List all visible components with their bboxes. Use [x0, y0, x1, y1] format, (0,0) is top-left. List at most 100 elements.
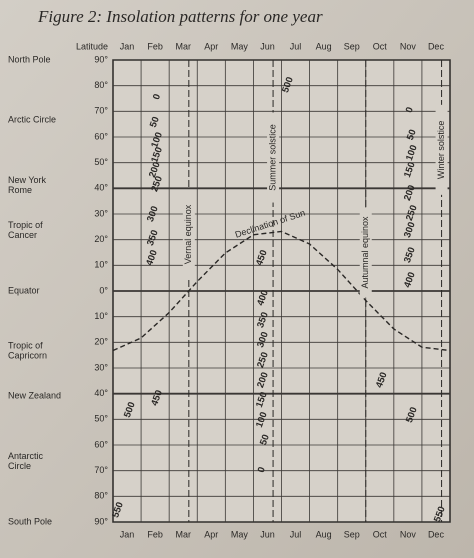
contour-label: 300	[402, 221, 418, 240]
x-tick-label: Mar	[175, 41, 191, 51]
place-label: Rome	[8, 185, 32, 195]
contour-label: 50	[258, 433, 272, 447]
contour-label: 0	[404, 106, 416, 115]
place-label: Arctic Circle	[8, 115, 56, 125]
contour-label: 0	[256, 466, 268, 475]
annotation-bg	[359, 207, 372, 298]
place-label: Circle	[8, 461, 31, 471]
place-label: Tropic of	[8, 341, 43, 351]
x-tick-label: Dec	[428, 41, 445, 51]
contour-label: 350	[402, 246, 418, 265]
contour-label: 50	[148, 115, 162, 129]
contour-label: 550	[110, 501, 126, 520]
contour-label: 150	[254, 390, 270, 409]
contour-label: 500	[280, 76, 296, 95]
contour-label: 350	[145, 229, 161, 248]
declination-line	[112, 230, 451, 352]
annotation-bg	[267, 112, 280, 203]
contour-label: 50	[405, 128, 419, 142]
x-tick-label: Jun	[260, 41, 275, 51]
x-tick-label: Nov	[400, 41, 417, 51]
x-tick-label: Sep	[344, 41, 360, 51]
y-tick-label: 60°	[94, 439, 108, 449]
contour-label: 300	[255, 330, 271, 349]
y-axis-label: Latitude	[76, 41, 108, 51]
x-tick-label: Feb	[147, 41, 163, 51]
annotation-bg	[182, 189, 195, 280]
place-label: Capricorn	[8, 351, 47, 361]
contour-label: 400	[402, 271, 418, 290]
y-tick-label: 90°	[94, 516, 108, 526]
x-tick-label: Sep	[344, 529, 360, 539]
y-tick-label: 90°	[94, 54, 108, 64]
y-tick-label: 70°	[94, 465, 108, 475]
place-label: New York	[8, 175, 47, 185]
contour-label: 450	[374, 371, 390, 390]
x-tick-label: Mar	[175, 529, 191, 539]
x-tick-label: May	[231, 41, 249, 51]
x-tick-label: Apr	[204, 41, 218, 51]
annotation: Autumnal equinox	[360, 216, 370, 289]
x-tick-label: Nov	[400, 529, 417, 539]
x-tick-label: Jul	[290, 529, 302, 539]
place-label: South Pole	[8, 516, 52, 526]
contour-label: 500	[122, 401, 138, 420]
contour-label: 250	[255, 351, 271, 370]
y-tick-label: 40°	[94, 388, 108, 398]
x-tick-label: Oct	[373, 529, 388, 539]
x-tick-label: Aug	[316, 529, 332, 539]
x-tick-label: Jan	[120, 529, 135, 539]
contour-label: 350	[255, 311, 271, 330]
contour-label: 150	[402, 161, 418, 180]
x-tick-label: Oct	[373, 41, 388, 51]
place-label: Cancer	[8, 230, 37, 240]
contour-label: 500	[404, 406, 420, 425]
x-tick-label: Aug	[316, 41, 332, 51]
contour-label: 250	[404, 204, 420, 223]
contour-label: 450	[149, 389, 165, 408]
y-tick-label: 60°	[94, 131, 108, 141]
y-tick-label: 20°	[94, 337, 108, 347]
contour-label: 550	[432, 505, 448, 524]
contour-label: 400	[144, 249, 160, 268]
y-tick-label: 40°	[94, 183, 108, 193]
y-tick-label: 80°	[94, 80, 108, 90]
y-tick-label: 0°	[99, 285, 108, 295]
x-tick-label: Jul	[290, 41, 302, 51]
x-tick-label: Apr	[204, 529, 218, 539]
x-tick-label: Dec	[428, 529, 445, 539]
y-tick-label: 50°	[94, 414, 108, 424]
contour-label: 150	[149, 146, 165, 165]
place-label: Equator	[8, 285, 40, 295]
contour-label: 100	[404, 144, 420, 163]
annotation-bg	[435, 104, 448, 195]
contour-label: 400	[255, 289, 271, 308]
annotation: Vernal equinox	[183, 204, 193, 264]
y-tick-label: 10°	[94, 260, 108, 270]
contour-label: 200	[402, 184, 418, 203]
contour-label: 300	[145, 205, 161, 224]
contour-label: 0	[151, 93, 163, 102]
x-tick-label: Jan	[120, 41, 135, 51]
contour-label: 450	[254, 249, 270, 268]
y-tick-label: 80°	[94, 491, 108, 501]
annotation: Winter solstice	[436, 121, 446, 180]
x-tick-label: Feb	[147, 529, 163, 539]
y-tick-label: 50°	[94, 157, 108, 167]
y-tick-label: 70°	[94, 106, 108, 116]
place-label: Antarctic	[8, 451, 44, 461]
y-tick-label: 30°	[94, 362, 108, 372]
place-label: Tropic of	[8, 220, 43, 230]
place-label: New Zealand	[8, 391, 61, 401]
annotation: Summer solstice	[267, 124, 277, 191]
contour-label: 250	[149, 175, 165, 194]
contour-label: 200	[255, 371, 271, 390]
contour-label: 200	[147, 161, 163, 180]
contour-label: 100	[254, 411, 270, 430]
y-tick-label: 20°	[94, 234, 108, 244]
y-tick-label: 10°	[94, 311, 108, 321]
contour-label: 100	[149, 131, 165, 150]
y-tick-label: 30°	[94, 208, 108, 218]
